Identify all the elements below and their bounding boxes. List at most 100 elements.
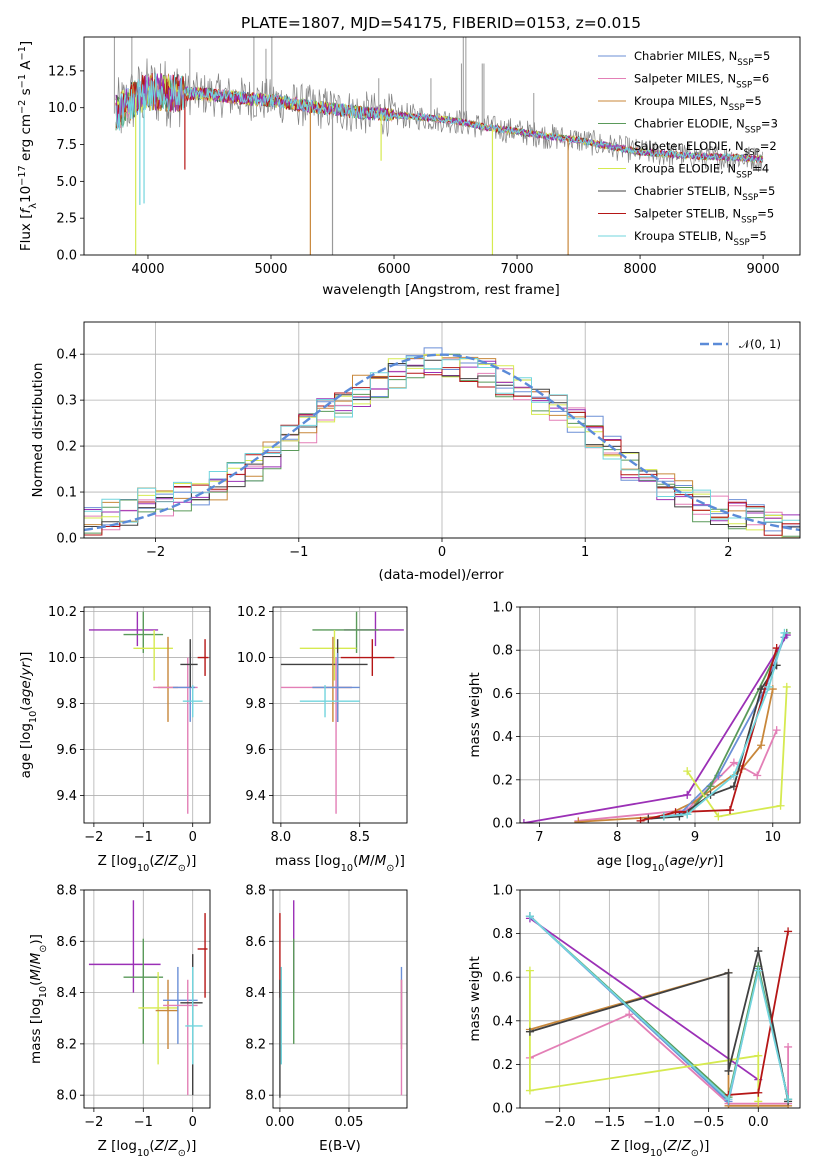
age-vs-z-grid bbox=[84, 607, 210, 823]
age-vs-z-ytick-label: 10.2 bbox=[48, 605, 77, 620]
mass-vs-z-ytick-label: 8.6 bbox=[56, 935, 77, 950]
mass-vs-ebv-ytick-label: 8.8 bbox=[245, 884, 266, 899]
spectrum-axes: 4000 5000 6000 7000 8000 9000 0.0 2.5 5.0 7.5 10.0… bbox=[48, 36, 801, 277]
mass-vs-z-ylabel: mass [log10(M/M⊙)] bbox=[28, 934, 49, 1064]
mass-weight-vs-age-ytick-label: 0.8 bbox=[492, 644, 513, 659]
hist-ylabel: Normed distribution bbox=[30, 363, 46, 498]
mass-weight-vs-z-marker-kroupa-elodie bbox=[754, 1051, 763, 1060]
residual-hist-axes: −2 −1 0 1 2 0.0 0.1 0.2 0.3 0.4 bbox=[56, 321, 801, 560]
mass-weight-vs-z-marker-salpeter-miles bbox=[784, 1042, 793, 1051]
mass-vs-ebv-ytick-label: 8.4 bbox=[245, 986, 266, 1001]
mass-weight-vs-age-marker-kroupa-stelib bbox=[729, 771, 738, 780]
age-vs-mass-ytick-label: 10.0 bbox=[237, 651, 266, 666]
mass-vs-ebv-xlabel: E(B-V) bbox=[319, 1138, 361, 1154]
mass-weight-vs-z-line-salpeter-elodie bbox=[529, 917, 759, 1081]
mass-vs-z-frame bbox=[83, 889, 211, 1109]
age-vs-z-xtick-label: −2 bbox=[84, 830, 103, 845]
age-vs-mass-ytick-label: 9.8 bbox=[245, 697, 266, 712]
mass-weight-vs-z-marker-chabrier-stelib bbox=[724, 1066, 733, 1075]
mass-weight-vs-age-line-chabrier-stelib bbox=[648, 664, 778, 820]
mass-weight-vs-age-xtick-label: 8 bbox=[613, 830, 621, 845]
mass-weight-vs-z-line-kroupa-elodie bbox=[529, 970, 760, 1102]
mass-weight-vs-z-marker-kroupa-stelib bbox=[525, 912, 534, 921]
mass-vs-ebv-axes: 0.00 0.05 8.0 8.2 8.4 8.6 8.8 bbox=[245, 884, 408, 1130]
mass-weight-vs-z-marker-kroupa-stelib bbox=[724, 1095, 733, 1104]
spectrum-xtick-label: 8000 bbox=[624, 262, 657, 277]
spectrum-xlabel: wavelength [Angstrom, rest frame] bbox=[322, 282, 560, 298]
age-vs-mass-xtick-label: 8.0 bbox=[271, 830, 292, 845]
mass-weight-vs-z-marker-salpeter-stelib bbox=[754, 1088, 763, 1097]
mass-vs-ebv-ytick-label: 8.2 bbox=[245, 1037, 266, 1052]
mass-weight-vs-age-line-salpeter-stelib bbox=[640, 647, 778, 822]
residual-hist-xtick-label: 1 bbox=[581, 545, 589, 560]
mass-weight-vs-z-ytick-label: 0.6 bbox=[492, 971, 513, 986]
age-vs-mass-axes: 8.0 8.5 9.4 9.6 9.8 10.0 10.2 bbox=[237, 605, 408, 845]
mass-weight-vs-z-marker-kroupa-elodie bbox=[525, 1086, 534, 1095]
legend-label-kroupa-miles: Kroupa MILES, NSSP=5 bbox=[634, 94, 762, 113]
age-vs-z-xlabel: Z [log10(Z/Z⊙)] bbox=[98, 853, 197, 874]
mass-vs-z-xtick-label: 0 bbox=[189, 1115, 197, 1130]
age-vs-z-xtick-label: 0 bbox=[189, 830, 197, 845]
mass-weight-vs-age-marker-salpeter-elodie bbox=[683, 790, 692, 799]
mass-weight-vs-age-marker-salpeter-elodie bbox=[520, 819, 528, 823]
mass-weight-vs-z-marker-kroupa-elodie bbox=[525, 966, 534, 975]
mass-vs-z-ytick-label: 8.8 bbox=[56, 884, 77, 899]
mass-weight-vs-age-line-kroupa-miles bbox=[578, 688, 774, 823]
spectrum-ytick-label: 5.0 bbox=[56, 175, 77, 190]
mass-weight-vs-age-marker-chabrier-stelib bbox=[757, 685, 766, 694]
age-vs-z-plot bbox=[88, 611, 209, 814]
mass-weight-vs-z-line-kroupa-stelib bbox=[529, 915, 789, 1102]
mass-weight-vs-z-ytick-label: 0.8 bbox=[492, 927, 513, 942]
mass-vs-ebv-frame bbox=[272, 889, 408, 1109]
age-vs-mass-ytick-label: 9.6 bbox=[245, 743, 266, 758]
residual-hist-ytick-label: 0.4 bbox=[56, 348, 77, 363]
age-vs-z-ytick-label: 10.0 bbox=[48, 651, 77, 666]
mass-weight-vs-z-marker-chabrier-stelib bbox=[724, 968, 733, 977]
mass-vs-z-axes: −2 −1 0 8.0 8.2 8.4 8.6 8.8 bbox=[56, 884, 211, 1130]
mass-weight-vs-age-marker-kroupa-elodie bbox=[683, 767, 692, 776]
mass-weight-vs-age-xtick-label: 9 bbox=[691, 830, 699, 845]
mass-weight-vs-z-marker-kroupa-stelib bbox=[784, 1095, 793, 1104]
residual-hist-xtick-label: 2 bbox=[724, 545, 732, 560]
mass-weight-vs-age-xlabel: age [log10(age/yr)] bbox=[597, 853, 724, 874]
age-vs-mass-grid bbox=[273, 607, 407, 823]
mass-weight-vs-z-marker-salpeter-stelib bbox=[784, 927, 793, 936]
residual-hist-ytick-label: 0.2 bbox=[56, 440, 77, 455]
mass-weight-vs-age-marker-kroupa-elodie bbox=[776, 801, 785, 810]
spectrum-ytick-label: 10.0 bbox=[48, 101, 77, 116]
residual-hist-xtick-label: −2 bbox=[146, 545, 165, 560]
spectrum-xtick-label: 4000 bbox=[131, 262, 164, 277]
model-line-kroupa-stelib bbox=[115, 72, 764, 163]
mass-vs-z-xtick-label: −2 bbox=[84, 1115, 103, 1130]
mass-weight-vs-age-ytick-label: 0.2 bbox=[492, 773, 513, 788]
legend-label-salpeter-elodie: Salpeter ELODIE, NSSP=2 bbox=[634, 139, 777, 158]
mass-weight-vs-z-xtick-label: −1.0 bbox=[643, 1115, 675, 1130]
legend-label-kroupa-stelib: Kroupa STELIB, NSSP=5 bbox=[634, 229, 767, 248]
mass-weight-vs-age-marker-chabrier-elodie bbox=[706, 782, 715, 791]
spectrum-ytick-label: 12.5 bbox=[48, 64, 77, 79]
spectrum-xtick-label: 5000 bbox=[254, 262, 287, 277]
mass-weight-vs-z-ytick-label: 0.4 bbox=[492, 1014, 513, 1029]
age-vs-mass-plot bbox=[280, 611, 404, 814]
normal-curve bbox=[84, 353, 800, 532]
spectrum-ylabel: Flux [fλ10−17 erg cm−2 s−1 A−1] bbox=[17, 41, 39, 251]
mass-weight-vs-z-xlabel: Z [log10(Z/Z⊙)] bbox=[611, 1138, 710, 1159]
mass-vs-z-grid bbox=[84, 889, 210, 1108]
legend-label-salpeter-miles: Salpeter MILES, NSSP=6 bbox=[634, 72, 769, 91]
mass-weight-vs-z-marker-chabrier-stelib bbox=[525, 1027, 534, 1036]
age-vs-z-ytick-label: 9.4 bbox=[56, 789, 77, 804]
mass-weight-vs-age-ytick-label: 1.0 bbox=[492, 601, 513, 616]
age-vs-mass-xlabel: mass [log10(M/M⊙)] bbox=[275, 853, 405, 874]
residual-hist-xtick-label: −1 bbox=[289, 545, 308, 560]
mass-weight-vs-z-marker-kroupa-stelib bbox=[754, 966, 763, 975]
legend-label-chabrier-elodie: Chabrier ELODIE, NSSP=3 bbox=[634, 117, 778, 136]
mass-weight-vs-z-xtick-label: −1.5 bbox=[594, 1115, 626, 1130]
mass-weight-vs-z-marker-kroupa-elodie bbox=[754, 1097, 763, 1106]
mass-weight-vs-age-ytick-label: 0.0 bbox=[492, 817, 513, 832]
age-vs-z-ytick-label: 9.8 bbox=[56, 697, 77, 712]
mass-vs-z-ytick-label: 8.4 bbox=[56, 986, 77, 1001]
mass-weight-vs-age-marker-salpeter-miles bbox=[772, 726, 781, 735]
spectrum-ytick-label: 7.5 bbox=[56, 138, 77, 153]
mass-weight-vs-z-xtick-label: 0.0 bbox=[748, 1115, 769, 1130]
